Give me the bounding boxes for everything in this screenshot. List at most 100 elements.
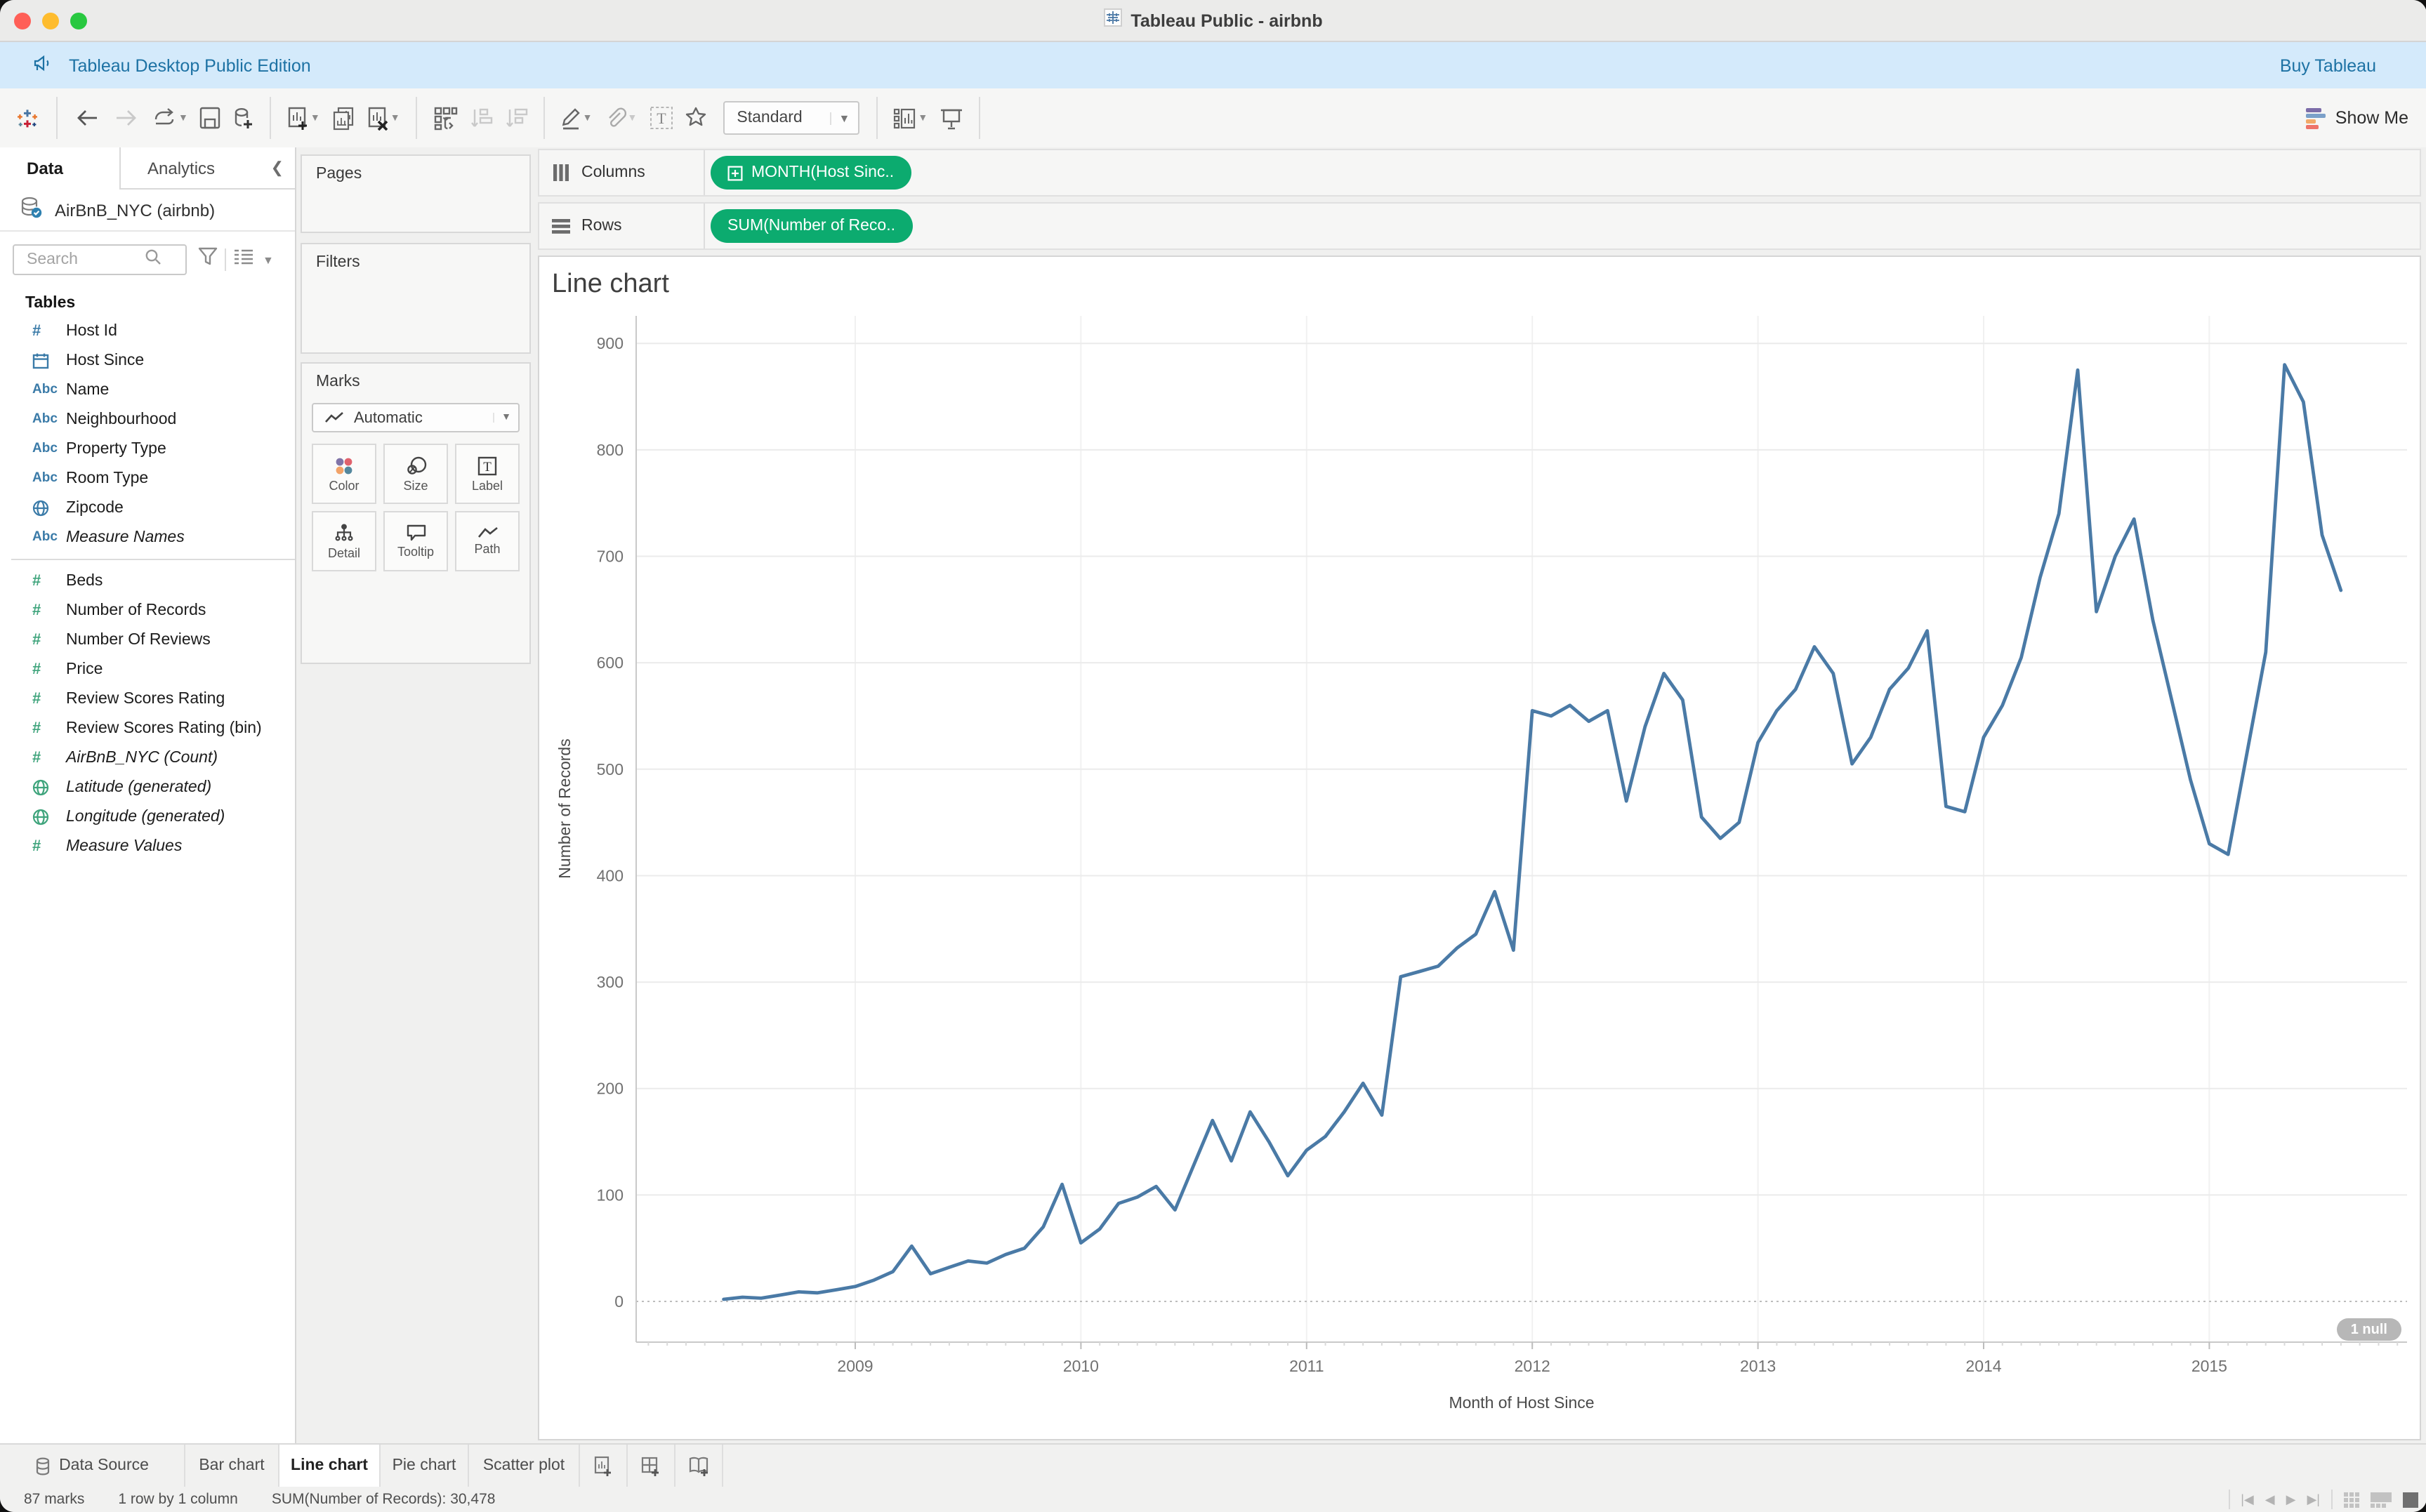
pages-card[interactable]: Pages [301,154,531,233]
field-number-of-reviews[interactable]: # Number Of Reviews [32,631,211,648]
highlight-icon[interactable]: ▼ [555,98,598,138]
detail-button[interactable]: Detail [312,511,376,571]
line-mark-icon [325,412,343,423]
columns-pill[interactable]: MONTH(Host Sinc.. [711,156,911,190]
collapse-pane-icon[interactable]: ❮ [270,160,284,177]
presentation-mode-icon[interactable] [933,98,968,138]
field-zipcode[interactable]: Zipcode [0,493,295,522]
number-icon: # [32,690,41,707]
filmstrip-view-icon[interactable] [2371,1492,2392,1507]
undo-button[interactable] [67,98,107,138]
show-hide-cards-icon[interactable]: ▼ [887,98,933,138]
datasource-icon [36,1457,50,1475]
field-measure-names[interactable]: Abc Measure Names [32,529,185,545]
mark-type-dropdown[interactable]: Automatic ▼ [312,403,520,432]
previous-sheet-icon[interactable]: ◀ [2265,1492,2275,1506]
sort-ascending-icon[interactable] [463,98,499,138]
status-bar: 87 marks 1 row by 1 column SUM(Number of… [0,1487,2426,1512]
view-options-caret-icon[interactable]: ▼ [263,253,274,266]
zoom-window-button[interactable] [70,12,87,29]
field-neighbourhood[interactable]: Abc Neighbourhood [32,411,177,427]
filter-fields-icon[interactable] [198,247,218,272]
svg-text:2009: 2009 [837,1357,873,1375]
text-label-icon[interactable]: T [642,98,679,138]
rows-shelf[interactable]: Rows SUM(Number of Reco.. [538,202,2421,250]
data-pane: Data Analytics ❮ AirBnB_NYC (airbnb) [0,147,296,1443]
duplicate-sheet-icon[interactable] [326,98,361,138]
new-dashboard-tab-button[interactable] [628,1445,675,1487]
svg-text:T: T [657,110,666,127]
first-sheet-icon[interactable]: |◀ [2241,1492,2254,1506]
field-latitude-generated-[interactable]: Latitude (generated) [0,772,295,802]
tableau-logo-icon[interactable] [8,98,46,138]
rows-pill[interactable]: SUM(Number of Reco.. [711,209,913,243]
view-options-icon[interactable] [233,247,254,272]
search-input[interactable] [24,250,145,270]
size-button[interactable]: Size [383,444,448,504]
datasource-row[interactable]: AirBnB_NYC (airbnb) [0,190,295,232]
paperclip-icon[interactable]: ▼ [598,98,643,138]
sort-descending-icon[interactable] [499,98,534,138]
svg-text:100: 100 [597,1186,624,1204]
line-chart[interactable]: 0 100 200 300 400 500 600 700 800 900 2009 2010 2011… [539,257,2420,1440]
field-property-type[interactable]: Abc Property Type [32,440,166,457]
field-longitude-generated-[interactable]: Longitude (generated) [0,802,295,831]
search-box[interactable] [13,244,187,275]
number-icon: # [32,322,41,339]
field-measure-values[interactable]: # Measure Values [32,837,183,854]
null-indicator-badge[interactable]: 1 null [2336,1318,2401,1341]
number-icon: # [32,749,41,766]
swap-rows-columns-icon[interactable] [427,98,463,138]
sheet-tab-scatter-plot[interactable]: Scatter plot [469,1445,580,1487]
fit-selector[interactable]: Standard ▼ [723,101,859,135]
redo-button[interactable] [107,98,146,138]
buy-tableau-link[interactable]: Buy Tableau [2279,55,2376,75]
field-host-since[interactable]: Host Since [0,345,295,375]
columns-well[interactable]: MONTH(Host Sinc.. [705,150,2420,195]
save-icon[interactable] [194,98,226,138]
new-data-source-icon[interactable] [226,98,260,138]
tables-header: Tables [25,295,76,312]
fix-axes-icon[interactable] [679,98,711,138]
sheet-tab-pie-chart[interactable]: Pie chart [381,1445,469,1487]
path-button[interactable]: Path [455,511,520,571]
toolbar: ▼ ▼ ▼ ▼ [0,88,2426,147]
close-window-button[interactable] [14,12,31,29]
sheet-tab-bar-chart[interactable]: Bar chart [185,1445,279,1487]
filters-card-title: Filters [316,254,360,271]
datasource-name: AirBnB_NYC (airbnb) [55,200,216,220]
megaphone-icon [32,53,53,77]
field-host-id[interactable]: # Host Id [32,322,117,339]
label-button[interactable]: T Label [455,444,520,504]
columns-shelf[interactable]: Columns MONTH(Host Sinc.. [538,149,2421,197]
new-worksheet-icon[interactable]: ▼ [281,98,326,138]
tooltip-button[interactable]: Tooltip [383,511,448,571]
sheet-view-icon[interactable] [2403,1492,2418,1507]
tab-analytics[interactable]: Analytics [147,158,216,178]
minimize-window-button[interactable] [42,12,59,29]
rows-pill-label: SUM(Number of Reco.. [727,218,896,234]
svg-text:2011: 2011 [1289,1357,1324,1375]
field-beds[interactable]: # Beds [32,572,103,589]
field-price[interactable]: # Price [32,661,103,677]
replay-button[interactable]: ▼ [146,98,194,138]
next-sheet-icon[interactable]: ▶ [2286,1492,2296,1506]
rows-well[interactable]: SUM(Number of Reco.. [705,204,2420,248]
sheet-sorter-icon[interactable] [2344,1492,2359,1507]
filters-card[interactable]: Filters [301,243,531,354]
new-story-tab-button[interactable] [675,1445,723,1487]
show-me-button[interactable]: Show Me [2305,107,2408,128]
color-button[interactable]: Color [312,444,376,504]
field-number-of-records[interactable]: # Number of Records [32,602,206,618]
new-worksheet-tab-button[interactable] [580,1445,628,1487]
field-airbnb-nyc-count-[interactable]: # AirBnB_NYC (Count) [32,749,218,766]
clear-sheet-icon[interactable]: ▼ [361,98,406,138]
field-name[interactable]: Abc Name [32,381,110,398]
field-room-type[interactable]: Abc Room Type [32,470,149,486]
sheet-tab-line-chart[interactable]: Line chart [279,1445,381,1487]
sheet-tab-data-source[interactable]: Data Source [0,1445,185,1487]
field-review-scores-rating[interactable]: # Review Scores Rating [32,690,225,707]
field-review-scores-rating-bin-[interactable]: # Review Scores Rating (bin) [32,719,262,736]
last-sheet-icon[interactable]: ▶| [2307,1492,2320,1506]
tab-data[interactable]: Data [0,147,121,190]
